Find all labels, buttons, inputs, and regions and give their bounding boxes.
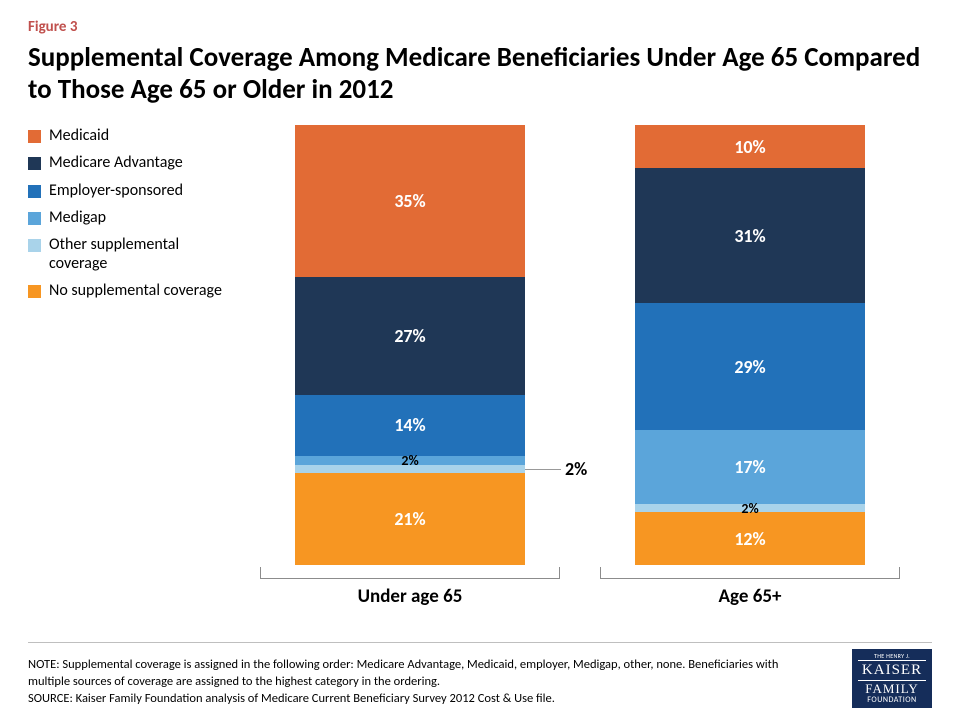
- bar-column: 10% 31% 29% 17% 2% 12% Age 65+: [600, 125, 900, 608]
- legend-item: Medicaid: [28, 127, 228, 145]
- bar-column: 35% 27% 14% 2%2% 21% Under age 65: [260, 125, 560, 608]
- logo-line-2: KAISER: [858, 660, 926, 681]
- bar-segment-label: 10%: [734, 136, 765, 158]
- bar-segment-employer: 29%: [635, 303, 865, 429]
- legend-label: Medigap: [49, 209, 106, 227]
- legend-swatch: [28, 130, 41, 143]
- stacked-bar: 10% 31% 29% 17% 2% 12%: [635, 125, 865, 565]
- bar-callout-label: 2%: [565, 458, 587, 480]
- legend-item: No supplemental coverage: [28, 282, 228, 300]
- bar-segment-label: 31%: [734, 225, 765, 247]
- note-line: SOURCE: Kaiser Family Foundation analysi…: [28, 691, 808, 708]
- bar-segment-label: 29%: [734, 356, 765, 378]
- legend-label: Employer-sponsored: [49, 182, 183, 200]
- logo-line-1: THE HENRY J.: [858, 653, 926, 660]
- bar-segment-medicare_advantage: 27%: [295, 277, 525, 395]
- bar-segment-medigap: 2%: [295, 456, 525, 465]
- chart-area: 35%27%14%2%2%21%Under age 6510%31%29%17%…: [228, 125, 932, 608]
- chart-title: Supplemental Coverage Among Medicare Ben…: [28, 42, 928, 107]
- chart-main: Medicaid Medicare Advantage Employer-spons…: [28, 125, 932, 608]
- legend-label: Medicaid: [49, 127, 109, 145]
- legend-item: Employer-sponsored: [28, 182, 228, 200]
- bar-segment-label: 27%: [394, 325, 425, 347]
- bar-segment-medigap: 17%: [635, 430, 865, 504]
- bar-segment-label: 21%: [394, 508, 425, 530]
- note-line: NOTE: Supplemental coverage is assigned …: [28, 657, 808, 691]
- footer: NOTE: Supplemental coverage is assigned …: [28, 642, 932, 708]
- logo-line-4: FOUNDATION: [858, 696, 926, 705]
- axis-baseline: [260, 567, 560, 579]
- kff-logo: THE HENRY J. KAISER FAMILY FOUNDATION: [852, 649, 932, 708]
- axis-baseline: [600, 567, 900, 579]
- legend-label: No supplemental coverage: [49, 282, 222, 300]
- bar-segment-medicaid: 10%: [635, 125, 865, 169]
- legend-item: Medigap: [28, 209, 228, 227]
- legend-swatch: [28, 239, 41, 252]
- bar-segment-employer: 14%: [295, 395, 525, 456]
- legend-item: Medicare Advantage: [28, 154, 228, 172]
- bar-segment-label: 35%: [394, 190, 425, 212]
- legend: Medicaid Medicare Advantage Employer-spons…: [28, 125, 228, 608]
- callout-leader-line: [525, 469, 561, 470]
- legend-swatch: [28, 185, 41, 198]
- category-label: Under age 65: [358, 585, 463, 608]
- legend-swatch: [28, 157, 41, 170]
- notes: NOTE: Supplemental coverage is assigned …: [28, 657, 808, 708]
- bar-segment-none: 12%: [635, 512, 865, 564]
- bar-segment-label: 2%: [401, 452, 418, 469]
- stacked-bar: 35% 27% 14% 2%2% 21%: [295, 125, 525, 565]
- category-label: Age 65+: [719, 585, 782, 608]
- bar-segment-medicaid: 35%: [295, 125, 525, 277]
- bar-segment-label: 14%: [394, 414, 425, 436]
- bar-segment-none: 21%: [295, 473, 525, 564]
- bar-segment-label: 17%: [734, 456, 765, 478]
- figure-number: Figure 3: [28, 18, 932, 36]
- bar-segment-label: 12%: [734, 528, 765, 550]
- bar-segment-label: 2%: [741, 500, 758, 517]
- legend-label: Medicare Advantage: [49, 154, 183, 172]
- legend-label: Other supplemental coverage: [49, 236, 228, 273]
- legend-swatch: [28, 212, 41, 225]
- bar-segment-medicare_advantage: 31%: [635, 168, 865, 303]
- bar-segment-other: 2%: [635, 504, 865, 513]
- logo-line-3: FAMILY: [858, 682, 926, 696]
- legend-swatch: [28, 285, 41, 298]
- legend-item: Other supplemental coverage: [28, 236, 228, 273]
